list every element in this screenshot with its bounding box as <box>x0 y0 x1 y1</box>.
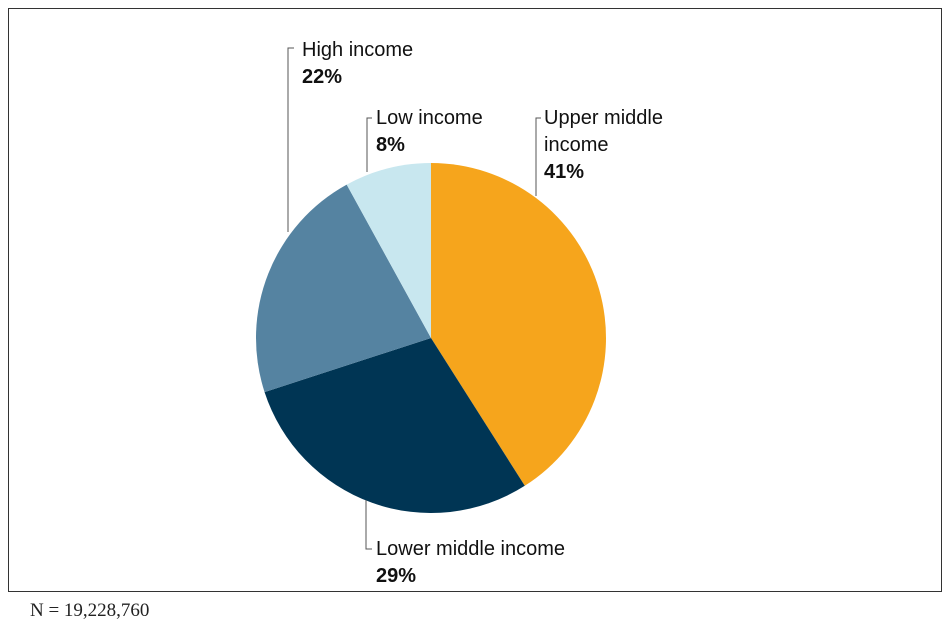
value-low-income: 8% <box>376 134 405 156</box>
label-upper-middle-line1: Upper middle <box>544 107 663 129</box>
pie-slice-lower-middle-income <box>264 338 525 513</box>
leader-line-upper-middle-income <box>535 117 541 196</box>
label-low-income: Low income <box>376 107 483 129</box>
pie-slice-low-income <box>346 163 431 338</box>
pie-slice-high-income <box>256 184 431 393</box>
leader-line-lower-middle-income <box>365 500 372 550</box>
sample-size-note: N = 19,228,760 <box>30 600 150 621</box>
leader-line-low-income <box>366 117 372 172</box>
value-lower-middle-income: 29% <box>376 565 416 587</box>
value-high-income: 22% <box>302 66 342 88</box>
leader-line-high-income <box>287 47 294 232</box>
value-upper-middle-income: 41% <box>544 161 584 183</box>
label-high-income: High income <box>302 39 413 61</box>
leader-lines <box>287 47 541 550</box>
pie-slices <box>256 163 607 513</box>
label-upper-middle-line2: income <box>544 134 608 156</box>
pie-slice-upper-middle-income <box>431 163 607 486</box>
label-lower-middle-income: Lower middle income <box>376 538 565 560</box>
